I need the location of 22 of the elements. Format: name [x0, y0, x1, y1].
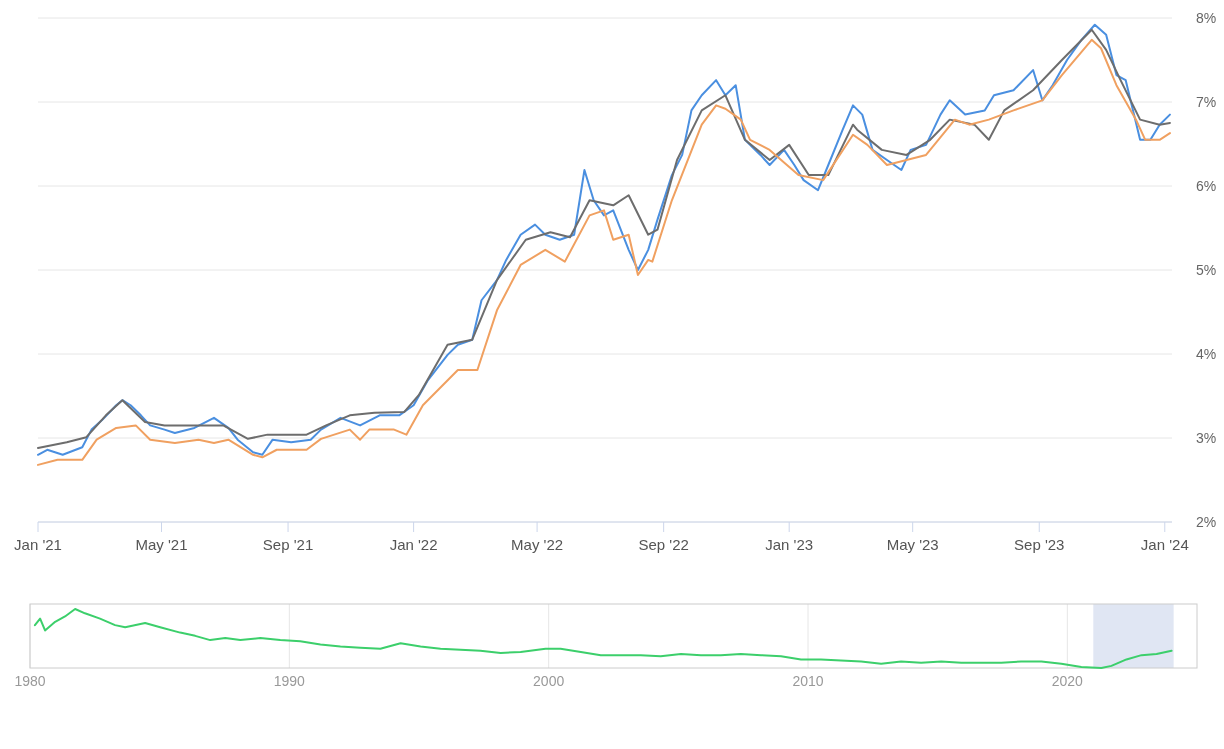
x-tick-label: Jan '23 — [765, 536, 814, 553]
x-tick-label: May '21 — [135, 536, 188, 553]
x-tick-label: 1980 — [14, 673, 46, 689]
y-tick-label: 8% — [1195, 10, 1217, 26]
y-tick-label: 2% — [1195, 514, 1217, 530]
x-tick-label: 2000 — [533, 673, 565, 689]
x-tick-label: Jan '24 — [1140, 536, 1189, 553]
y-tick-label: 6% — [1195, 178, 1217, 194]
y-tick-label: 3% — [1195, 430, 1217, 446]
x-tick-label: Jan '22 — [389, 536, 438, 553]
x-tick-label: Sep '22 — [638, 536, 689, 553]
x-tick-label: 2010 — [792, 673, 824, 689]
y-tick-label: 4% — [1195, 346, 1217, 362]
x-tick-label: 2020 — [1051, 673, 1084, 689]
y-tick-label: 7% — [1195, 94, 1217, 110]
x-tick-label: May '22 — [511, 536, 564, 553]
x-tick-label: 1990 — [273, 673, 306, 689]
x-tick-label: May '23 — [886, 536, 939, 553]
x-tick-label: Sep '23 — [1014, 536, 1065, 553]
y-tick-label: 5% — [1195, 262, 1217, 278]
x-tick-label: Sep '21 — [262, 536, 314, 553]
x-tick-label: Jan '21 — [14, 536, 62, 553]
